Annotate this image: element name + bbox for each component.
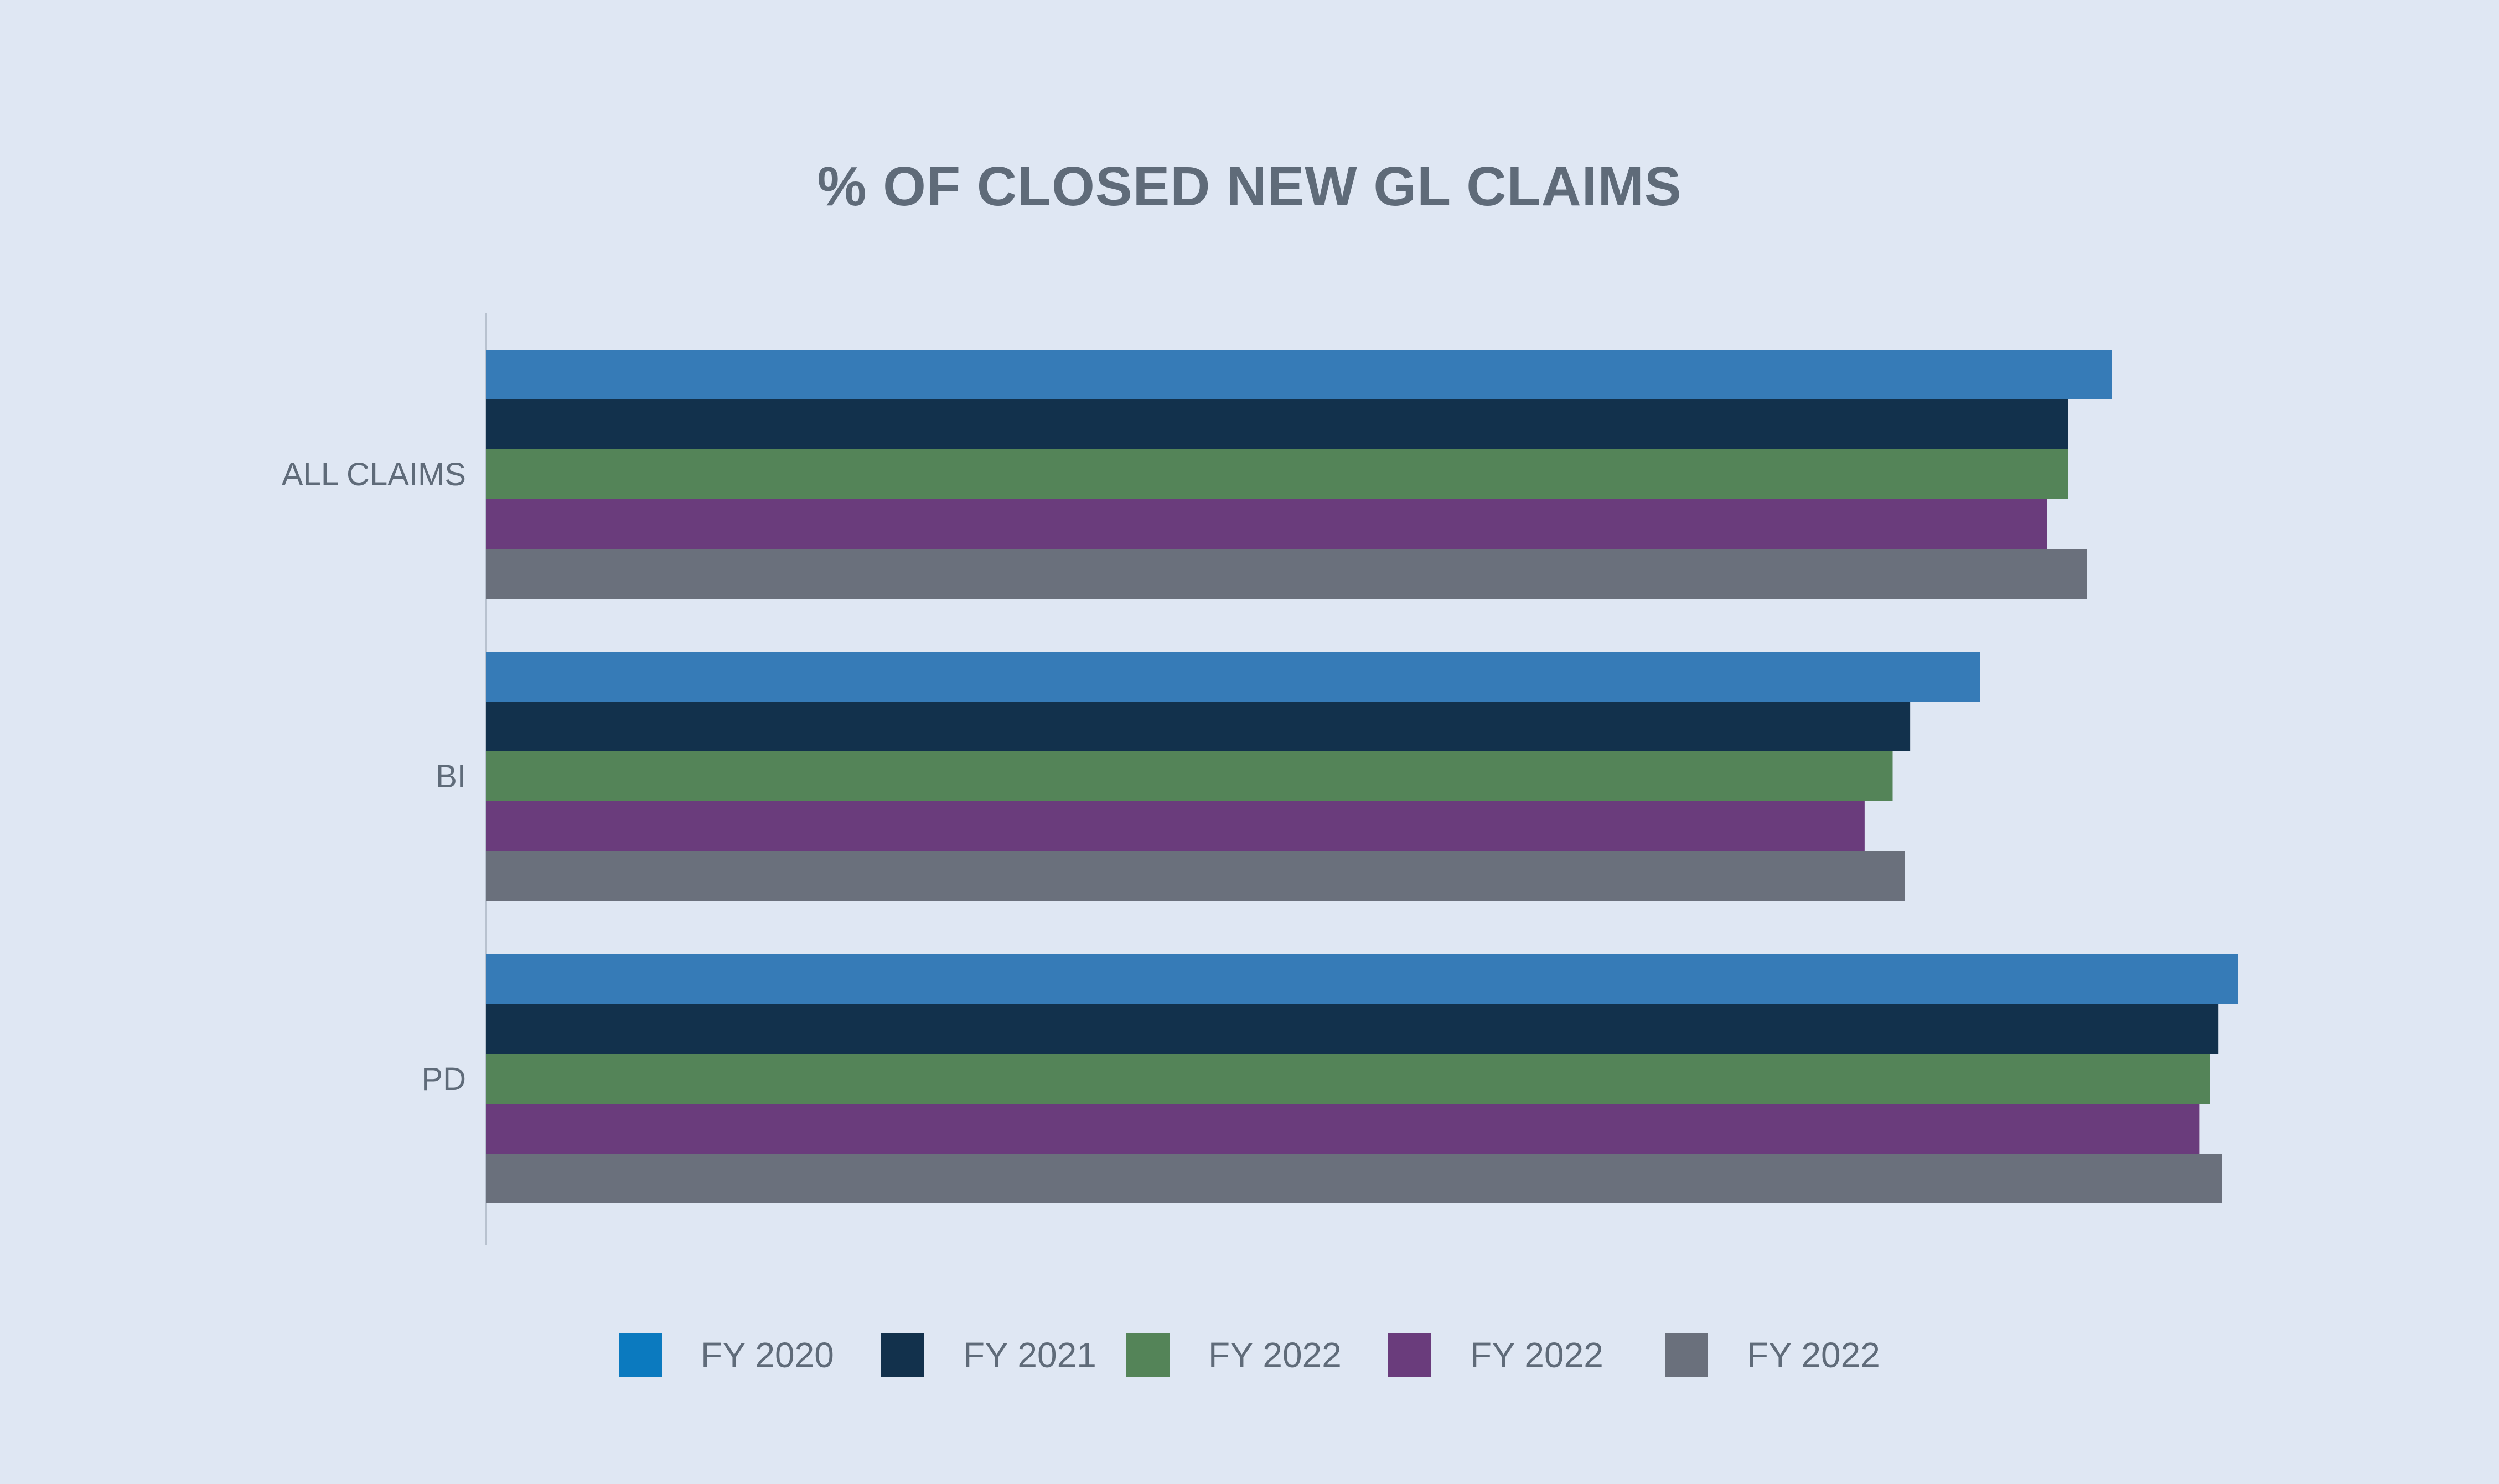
chart-title: % OF CLOSED NEW GL CLAIMS <box>817 155 1682 217</box>
bar-all-claims-series-3 <box>486 449 2068 499</box>
bar-pd-series-1 <box>486 954 2238 1004</box>
bar-bi-series-1 <box>486 652 1980 702</box>
bar-all-claims-series-4 <box>486 499 2047 549</box>
legend-label: FY 2022 <box>1747 1335 1880 1375</box>
legend-label: FY 2021 <box>963 1335 1096 1375</box>
bar-pd-series-5 <box>486 1154 2222 1203</box>
bar-all-claims-series-2 <box>486 399 2068 449</box>
category-label: PD <box>421 1061 466 1097</box>
bar-pd-series-4 <box>486 1104 2200 1154</box>
legend-swatch <box>1665 1333 1708 1377</box>
legend-item: FY 2020 <box>619 1333 834 1377</box>
legend-label: FY 2020 <box>701 1335 834 1375</box>
bar-bi-series-4 <box>486 801 1865 851</box>
legend-swatch <box>881 1333 924 1377</box>
bar-bi-series-3 <box>486 751 1893 801</box>
bar-pd-series-3 <box>486 1054 2210 1104</box>
legend-item: FY 2021 <box>881 1333 1096 1377</box>
bar-bi-series-2 <box>486 702 1911 751</box>
legend-swatch <box>619 1333 662 1377</box>
bar-all-claims-series-1 <box>486 350 2112 399</box>
legend-item: FY 2022 <box>1388 1333 1603 1377</box>
category-label: ALL CLAIMS <box>282 456 466 492</box>
bar-bi-series-5 <box>486 851 1905 901</box>
bar-all-claims-series-5 <box>486 549 2087 599</box>
legend-label: FY 2022 <box>1208 1335 1342 1375</box>
legend-item: FY 2022 <box>1665 1333 1880 1377</box>
legend-label: FY 2022 <box>1470 1335 1603 1375</box>
bar-pd-series-2 <box>486 1004 2219 1054</box>
category-label: BI <box>436 759 466 795</box>
legend-swatch <box>1388 1333 1431 1377</box>
legend-item: FY 2022 <box>1126 1333 1342 1377</box>
legend-swatch <box>1126 1333 1170 1377</box>
